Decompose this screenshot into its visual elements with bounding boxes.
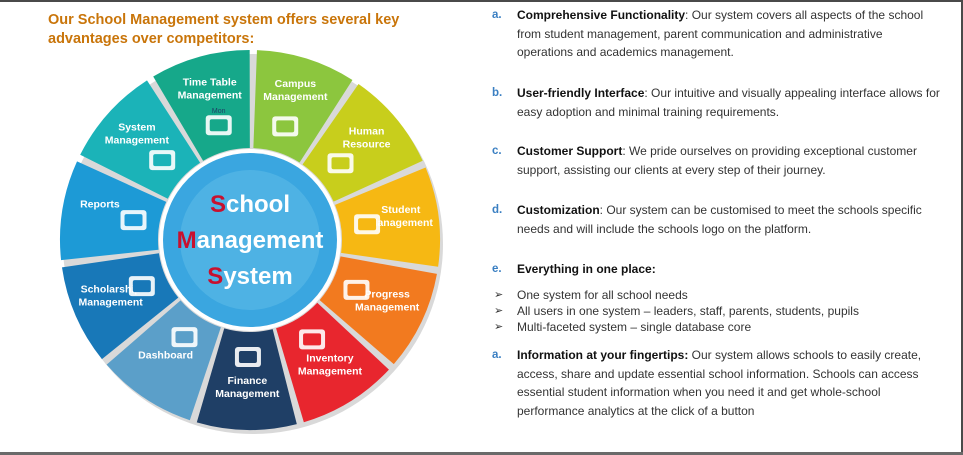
school-building-icon (272, 116, 299, 137)
item-text: Our system allows schools to easily crea… (517, 348, 922, 418)
item-marker: a. (492, 9, 502, 21)
segment-label: Reports (80, 199, 120, 211)
advantage-item: a. Information at your fingertips: Our s… (492, 346, 940, 420)
wheel-segment (196, 328, 297, 430)
finance-icon (234, 346, 261, 367)
item-text: : Our system covers all aspects of the s… (517, 8, 924, 59)
segment-label: Campus Management (263, 78, 328, 103)
progress-chart-icon (343, 279, 370, 300)
advantage-item: e. Everything in one place: (492, 260, 940, 279)
hand-money-icon (128, 276, 155, 297)
item-title: Information at your fingertips: (517, 348, 689, 362)
arrow-bullet-icon: ➢ (494, 321, 504, 333)
people-group-icon (327, 153, 354, 174)
item-text: : We pride ourselves on providing except… (517, 144, 917, 177)
dashboard-screens-icon (171, 327, 198, 348)
item-title: Everything in one place: (517, 262, 656, 276)
right-border (961, 0, 963, 455)
item-text: : Our intuitive and visually appealing i… (517, 86, 940, 119)
advantage-item: d. Customization: Our system can be cust… (492, 201, 940, 238)
wheel-segment (60, 161, 167, 261)
bullet-text: One system for all school needs (517, 288, 688, 302)
center-glow (180, 170, 320, 310)
segment-label: Dashboard (138, 349, 193, 361)
calendar-icon (205, 115, 232, 136)
item-marker: b. (492, 87, 503, 99)
item-title: User-friendly Interface (517, 86, 645, 100)
bottom-border (0, 452, 963, 455)
segment-label: Student Management (369, 204, 434, 229)
item-marker: d. (492, 204, 503, 216)
item-marker: a. (492, 349, 502, 361)
center-title-line1: School (210, 191, 290, 218)
bullet-text: Multi-faceted system – single database c… (517, 320, 752, 334)
top-border (0, 0, 963, 2)
bullet-item: ➢ One system for all school needs (492, 286, 940, 305)
item-marker: e. (492, 263, 502, 275)
calendar-day-label: Mon (212, 108, 226, 115)
arrow-bullet-icon: ➢ (494, 289, 504, 301)
wheel-segment (335, 167, 440, 267)
item-marker: c. (492, 145, 502, 157)
center-title-line2: Management (177, 227, 324, 254)
bullet-item: ➢ All users in one system – leaders, sta… (492, 302, 940, 321)
report-board-icon (120, 210, 147, 231)
bullet-text: All users in one system – leaders, staff… (517, 304, 859, 318)
item-title: Comprehensive Functionality (517, 8, 686, 22)
item-title: Customer Support (517, 144, 623, 158)
inventory-shelf-icon (299, 329, 326, 350)
segment-label: Progress Management (355, 289, 420, 314)
segment-label: Inventory Management (298, 352, 363, 377)
advantage-item: b. User-friendly Interface: Our intuitiv… (492, 84, 940, 121)
segment-label: Scholarship Management (79, 284, 144, 309)
bullet-item: ➢ Multi-faceted system – single database… (492, 318, 940, 337)
item-title: Customization (517, 203, 600, 217)
graduates-icon (354, 214, 381, 235)
arrow-bullet-icon: ➢ (494, 305, 504, 317)
segment-label: Human Resource (343, 125, 391, 150)
item-text: : Our system can be customised to meet t… (517, 203, 922, 236)
advantage-item: c. Customer Support: We pride ourselves … (492, 142, 940, 179)
feature-wheel: Campus Management Human Resource Student Mana… (58, 40, 448, 440)
computer-tools-icon (149, 150, 176, 171)
page-heading: Our School Management system offers seve… (48, 12, 400, 47)
advantage-item: a. Comprehensive Functionality: Our syst… (492, 6, 940, 62)
feature-wheel-graphic: Campus Management Human Resource Student Mana… (60, 50, 443, 434)
segment-label: Finance Management (215, 375, 280, 400)
segment-label: Time Table Management (178, 76, 243, 101)
segment-label: System Management (105, 121, 170, 146)
center-title-line3: System (207, 263, 292, 290)
